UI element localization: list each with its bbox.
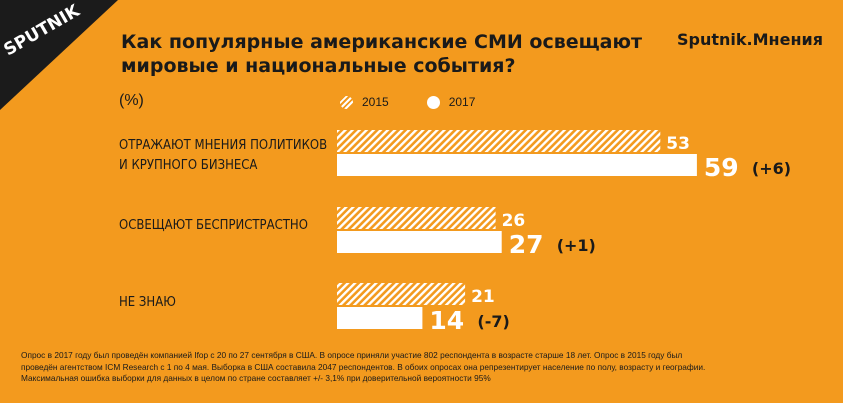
footnote-line-2: проведён агентством ICM Research с 1 по … <box>21 361 706 372</box>
category-label-1: ОТРАЖАЮТ МНЕНИЯ ПОЛИТИКОВ И КРУПНОГО БИЗ… <box>119 136 329 176</box>
value-label-2015-2: 26 <box>502 211 526 231</box>
bar-2015-2 <box>337 207 496 229</box>
chart-title: Как популярные американские СМИ освещают… <box>121 31 642 77</box>
legend: 2015 2017 <box>340 95 513 109</box>
legend-item-2015: 2015 <box>340 95 389 109</box>
bar-2015-1 <box>337 130 661 152</box>
bar-2015-3 <box>337 283 466 305</box>
footnote-line-1: Опрос в 2017 году был проведён компанией… <box>21 350 683 360</box>
bar-2017-1 <box>337 154 697 176</box>
bar-2017-3 <box>337 307 423 329</box>
legend-label-2015: 2015 <box>362 95 389 109</box>
category-label-1-line2: И КРУПНОГО БИЗНЕСА <box>119 158 258 173</box>
legend-swatch-2017 <box>426 95 440 109</box>
value-label-2015-3: 21 <box>471 287 495 307</box>
legend-swatch-2015 <box>340 95 353 109</box>
value-label-2015-1: 53 <box>666 134 690 154</box>
change-label-2: (+1) <box>557 236 596 255</box>
category-label-2: ОСВЕЩАЮТ БЕСПРИСТРАСТНО <box>119 218 308 233</box>
change-label-1: (+6) <box>752 159 791 178</box>
category-label-1-line1: ОТРАЖАЮТ МНЕНИЯ ПОЛИТИКОВ <box>119 138 328 153</box>
legend-item-2017: 2017 <box>426 95 476 109</box>
sputnik-logo: SPUTNIK <box>0 0 118 110</box>
change-label-3: (-7) <box>477 312 509 331</box>
legend-label-2017: 2017 <box>448 95 476 109</box>
footnote: Опрос в 2017 году был проведён компанией… <box>21 350 821 385</box>
category-label-3: НЕ ЗНАЮ <box>119 295 176 310</box>
bar-2017-2 <box>337 231 502 253</box>
value-label-2017-1: 59 <box>704 153 739 182</box>
brand-label: Sputnik.Мнения <box>677 30 823 49</box>
value-label-2017-2: 27 <box>509 230 544 259</box>
unit-label: (%) <box>119 92 144 109</box>
footnote-line-3: Максимальная ошибка выборки для данных в… <box>21 373 491 383</box>
value-label-2017-3: 14 <box>429 306 464 335</box>
